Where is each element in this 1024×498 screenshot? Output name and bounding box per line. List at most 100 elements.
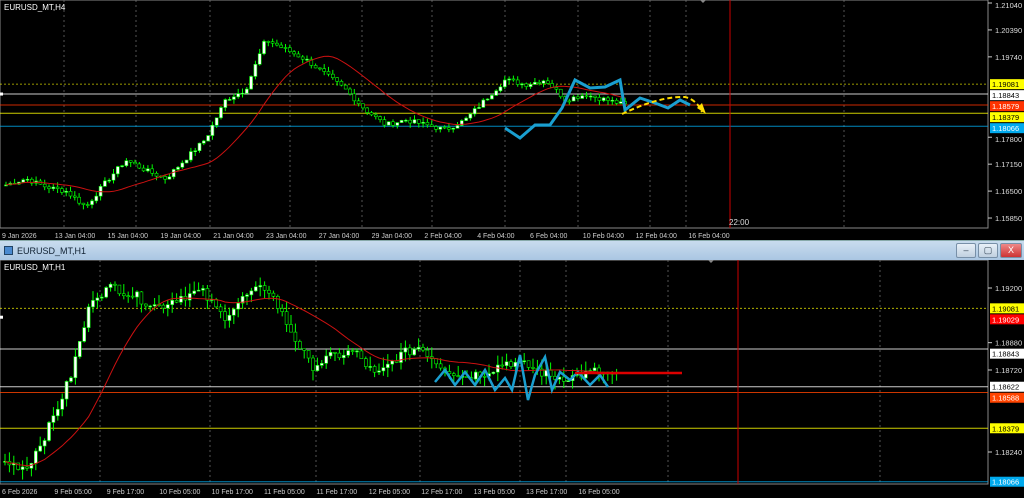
- price-level-label: 1.18066: [992, 124, 1019, 133]
- time-axis-label: 12 Feb 05:00: [369, 489, 410, 496]
- candle-body: [167, 176, 172, 180]
- h4-chart-canvas[interactable]: 9 Jan 2026 13 Jan 04:00 15 Jan 04:00 19 Jan…: [0, 0, 1024, 240]
- candle-body: [373, 114, 378, 117]
- candle-body: [126, 295, 130, 298]
- time-axis-label: 11 Feb 05:00: [264, 489, 305, 496]
- time-axis-label: 10 Feb 04:00: [583, 233, 624, 240]
- candle-body: [120, 165, 124, 167]
- candle-body: [438, 126, 443, 130]
- price-axis-label: 1.15850: [995, 214, 1022, 223]
- candle-body: [481, 99, 486, 108]
- candle-body: [289, 324, 293, 333]
- candle-body: [395, 122, 400, 126]
- price-level-badge: [990, 423, 1024, 434]
- candle-body: [350, 350, 355, 352]
- candle-body: [459, 120, 464, 126]
- candle-body: [584, 95, 589, 98]
- candle-body: [434, 358, 439, 365]
- candle-body: [179, 296, 183, 303]
- time-axis-label: 13 Feb 05:00: [474, 489, 515, 496]
- candle-body: [116, 166, 120, 175]
- candle-body: [597, 97, 602, 101]
- candle-body: [163, 176, 167, 180]
- candle-body: [122, 293, 126, 297]
- candle-body: [365, 107, 370, 113]
- forecast-arrowhead: [697, 103, 706, 114]
- candle-body: [297, 341, 302, 350]
- candle-body: [227, 99, 232, 101]
- candle-body: [330, 73, 335, 78]
- candle-body: [33, 450, 38, 464]
- candle-body: [610, 99, 615, 102]
- candle-body: [201, 288, 205, 291]
- candle-body: [135, 291, 139, 298]
- price-level-badge: [990, 303, 1024, 314]
- time-axis-label: 23 Jan 04:00: [266, 233, 307, 240]
- candle-body: [333, 352, 337, 354]
- candle-body: [25, 178, 30, 181]
- maximize-button[interactable]: ▢: [978, 243, 998, 258]
- candle-body: [507, 78, 511, 81]
- candle-body: [91, 300, 95, 308]
- price-level-badge: [990, 476, 1024, 487]
- candle-body: [472, 108, 477, 115]
- candle-body: [174, 300, 179, 303]
- moving-average-line: [4, 297, 617, 467]
- candle-body: [355, 350, 359, 353]
- candle-body: [571, 96, 576, 102]
- candle-body: [188, 293, 192, 301]
- candle-body: [232, 96, 236, 100]
- candle-body: [104, 287, 108, 298]
- time-axis-label: 2 Feb 04:00: [424, 233, 461, 240]
- chart-window-titlebar[interactable]: EURUSD_MT,H1 ‒ ▢ X: [0, 240, 1024, 260]
- price-level-label: 1.19081: [992, 80, 1019, 89]
- candle-body: [210, 124, 215, 136]
- candle-body: [85, 204, 90, 206]
- h4-chart[interactable]: EURUSD_MT,H4 9 Jan 2026 13 Jan 04:00 15 Ja…: [0, 0, 1024, 240]
- close-button[interactable]: X: [1000, 243, 1022, 258]
- h1-chart[interactable]: EURUSD_MT,H1 6 Feb 2026 9 Feb 05:00 9 Feb …: [0, 260, 1024, 498]
- candle-body: [504, 361, 509, 366]
- candle-body: [284, 311, 289, 325]
- candle-body: [139, 291, 144, 305]
- candle-body: [275, 42, 279, 46]
- time-axis-label: 4 Feb 04:00: [477, 233, 514, 240]
- candle-body: [592, 367, 597, 371]
- time-axis-label: 6 Feb 2026: [2, 489, 38, 496]
- candle-body: [408, 119, 413, 124]
- candle-body: [69, 377, 73, 382]
- candle-body: [490, 95, 494, 100]
- level-marker: [0, 92, 3, 96]
- time-axis-label: 13 Feb 17:00: [526, 489, 567, 496]
- candle-body: [416, 119, 421, 124]
- candle-body: [166, 304, 170, 309]
- candle-body: [144, 303, 148, 307]
- minimize-button[interactable]: ‒: [956, 243, 976, 258]
- candle-body: [180, 162, 185, 168]
- level-marker: [0, 315, 3, 319]
- candle-body: [500, 364, 505, 367]
- candle-body: [68, 191, 73, 197]
- candle-body: [16, 462, 21, 470]
- candle-body: [202, 140, 206, 144]
- time-axis-label: 29 Jan 04:00: [372, 233, 413, 240]
- symbol-label: EURUSD_MT,H1: [4, 263, 66, 272]
- candle-body: [421, 347, 425, 351]
- candle-body: [223, 99, 228, 108]
- candle-body: [524, 83, 529, 87]
- candle-body: [412, 119, 417, 124]
- price-level-badge: [990, 79, 1024, 90]
- candle-body: [509, 361, 513, 367]
- candle-body: [60, 398, 65, 410]
- time-axis-label: 10 Feb 05:00: [159, 489, 200, 496]
- candle-body: [152, 304, 157, 307]
- candle-body: [318, 67, 322, 70]
- candle-body: [399, 351, 403, 363]
- candle-body: [29, 178, 34, 184]
- price-axis-label: 1.19200: [995, 284, 1022, 293]
- symbol-label: EURUSD_MT,H4: [4, 3, 66, 12]
- h1-chart-canvas[interactable]: 6 Feb 2026 9 Feb 05:00 9 Feb 17:00 10 Feb 0…: [0, 260, 1024, 498]
- candle-body: [280, 308, 285, 312]
- candle-body: [64, 191, 68, 193]
- candle-body: [305, 58, 309, 61]
